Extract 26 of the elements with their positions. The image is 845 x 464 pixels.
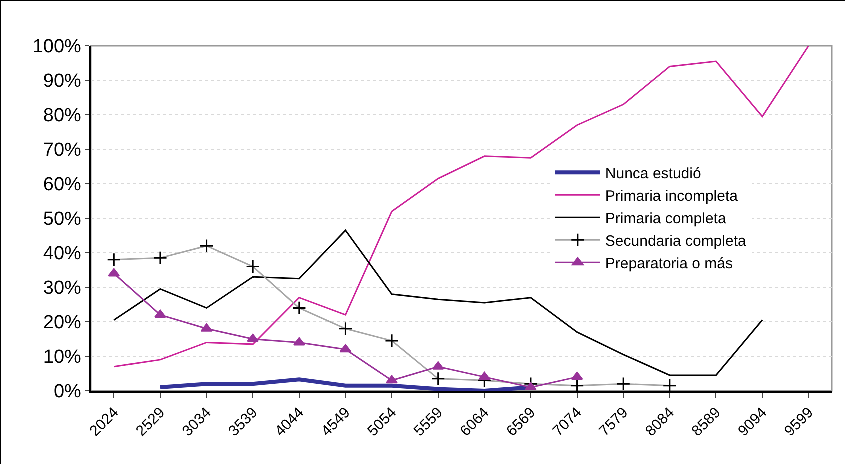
point — [478, 372, 491, 380]
legend-label: Primaria completa — [605, 210, 727, 228]
y-tick-label: 90% — [43, 71, 82, 92]
legend-label: Primaria incompleta — [605, 188, 739, 205]
legend-label: Secundaria completa — [605, 233, 747, 250]
point — [108, 268, 120, 277]
y-tick-label: 30% — [43, 278, 82, 300]
y-tick-label: 100% — [32, 36, 82, 58]
line-series — [113, 230, 764, 376]
y-tick-label: 50% — [43, 209, 82, 230]
line-series — [113, 46, 810, 368]
y-tick-label: 0% — [54, 382, 82, 403]
point — [386, 375, 398, 384]
point — [154, 310, 166, 318]
point — [340, 344, 352, 353]
point — [293, 337, 306, 346]
y-tick-label: 20% — [43, 312, 82, 334]
y-tick-label: 80% — [43, 106, 82, 127]
legend-label: Preparatoria o más — [605, 256, 733, 272]
legend-label: Nunca estudió — [605, 166, 702, 182]
point — [571, 372, 584, 380]
point — [525, 382, 537, 391]
y-tick-label: 10% — [43, 347, 82, 368]
y-tick-label: 60% — [43, 174, 82, 196]
y-tick-label: 70% — [43, 140, 82, 162]
y-tick-label: 40% — [43, 244, 82, 265]
